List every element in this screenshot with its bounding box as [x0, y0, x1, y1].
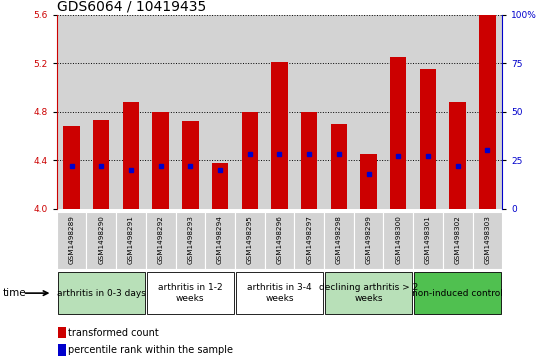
Bar: [265, 212, 294, 269]
Bar: [212, 163, 228, 209]
Text: GSM1498297: GSM1498297: [306, 215, 312, 264]
Bar: [360, 154, 377, 209]
Bar: [63, 126, 80, 209]
Bar: [354, 15, 383, 209]
Text: GSM1498299: GSM1498299: [366, 215, 372, 264]
Text: declining arthritis > 2
weeks: declining arthritis > 2 weeks: [319, 284, 418, 303]
Bar: [57, 15, 86, 209]
Text: percentile rank within the sample: percentile rank within the sample: [68, 345, 233, 355]
Bar: [58, 327, 65, 338]
Bar: [116, 212, 146, 269]
Bar: [57, 212, 86, 269]
Text: GSM1498296: GSM1498296: [276, 215, 282, 264]
Bar: [413, 15, 443, 209]
Text: GSM1498290: GSM1498290: [98, 215, 104, 264]
Bar: [152, 112, 169, 209]
Bar: [176, 212, 205, 269]
Bar: [146, 15, 176, 209]
Text: arthritis in 1-2
weeks: arthritis in 1-2 weeks: [158, 284, 222, 303]
Bar: [294, 212, 324, 269]
Bar: [325, 272, 412, 314]
Bar: [86, 15, 116, 209]
Bar: [301, 112, 318, 209]
Bar: [294, 15, 324, 209]
Text: GSM1498300: GSM1498300: [395, 215, 401, 264]
Text: GSM1498295: GSM1498295: [247, 215, 253, 264]
Bar: [271, 62, 288, 209]
Bar: [93, 120, 110, 209]
Bar: [235, 15, 265, 209]
Text: transformed count: transformed count: [68, 327, 159, 338]
Text: GSM1498301: GSM1498301: [425, 215, 431, 264]
Bar: [123, 102, 139, 209]
Bar: [58, 344, 65, 356]
Bar: [443, 15, 472, 209]
Text: GSM1498298: GSM1498298: [336, 215, 342, 264]
Bar: [116, 15, 146, 209]
Bar: [443, 212, 472, 269]
Bar: [176, 15, 205, 209]
Bar: [265, 15, 294, 209]
Bar: [58, 272, 145, 314]
Bar: [383, 15, 413, 209]
Text: GSM1498294: GSM1498294: [217, 215, 223, 264]
Bar: [479, 15, 496, 209]
Text: GSM1498293: GSM1498293: [187, 215, 193, 264]
Bar: [383, 212, 413, 269]
Bar: [86, 212, 116, 269]
Text: GSM1498303: GSM1498303: [484, 215, 490, 264]
Bar: [330, 124, 347, 209]
Bar: [324, 15, 354, 209]
Bar: [236, 272, 323, 314]
Text: GSM1498291: GSM1498291: [128, 215, 134, 264]
Bar: [413, 212, 443, 269]
Text: GSM1498302: GSM1498302: [455, 215, 461, 264]
Bar: [205, 15, 235, 209]
Bar: [205, 212, 235, 269]
Text: GSM1498289: GSM1498289: [69, 215, 75, 264]
Bar: [147, 272, 234, 314]
Bar: [235, 212, 265, 269]
Bar: [324, 212, 354, 269]
Text: GSM1498292: GSM1498292: [158, 215, 164, 264]
Text: arthritis in 0-3 days: arthritis in 0-3 days: [57, 289, 146, 298]
Bar: [414, 272, 501, 314]
Bar: [449, 102, 466, 209]
Bar: [390, 57, 407, 209]
Bar: [472, 212, 502, 269]
Text: arthritis in 3-4
weeks: arthritis in 3-4 weeks: [247, 284, 312, 303]
Text: time: time: [3, 288, 26, 298]
Bar: [146, 212, 176, 269]
Bar: [472, 15, 502, 209]
Bar: [182, 121, 199, 209]
Bar: [420, 69, 436, 209]
Bar: [354, 212, 383, 269]
Text: non-induced control: non-induced control: [412, 289, 503, 298]
Text: GDS6064 / 10419435: GDS6064 / 10419435: [57, 0, 206, 13]
Bar: [241, 112, 258, 209]
